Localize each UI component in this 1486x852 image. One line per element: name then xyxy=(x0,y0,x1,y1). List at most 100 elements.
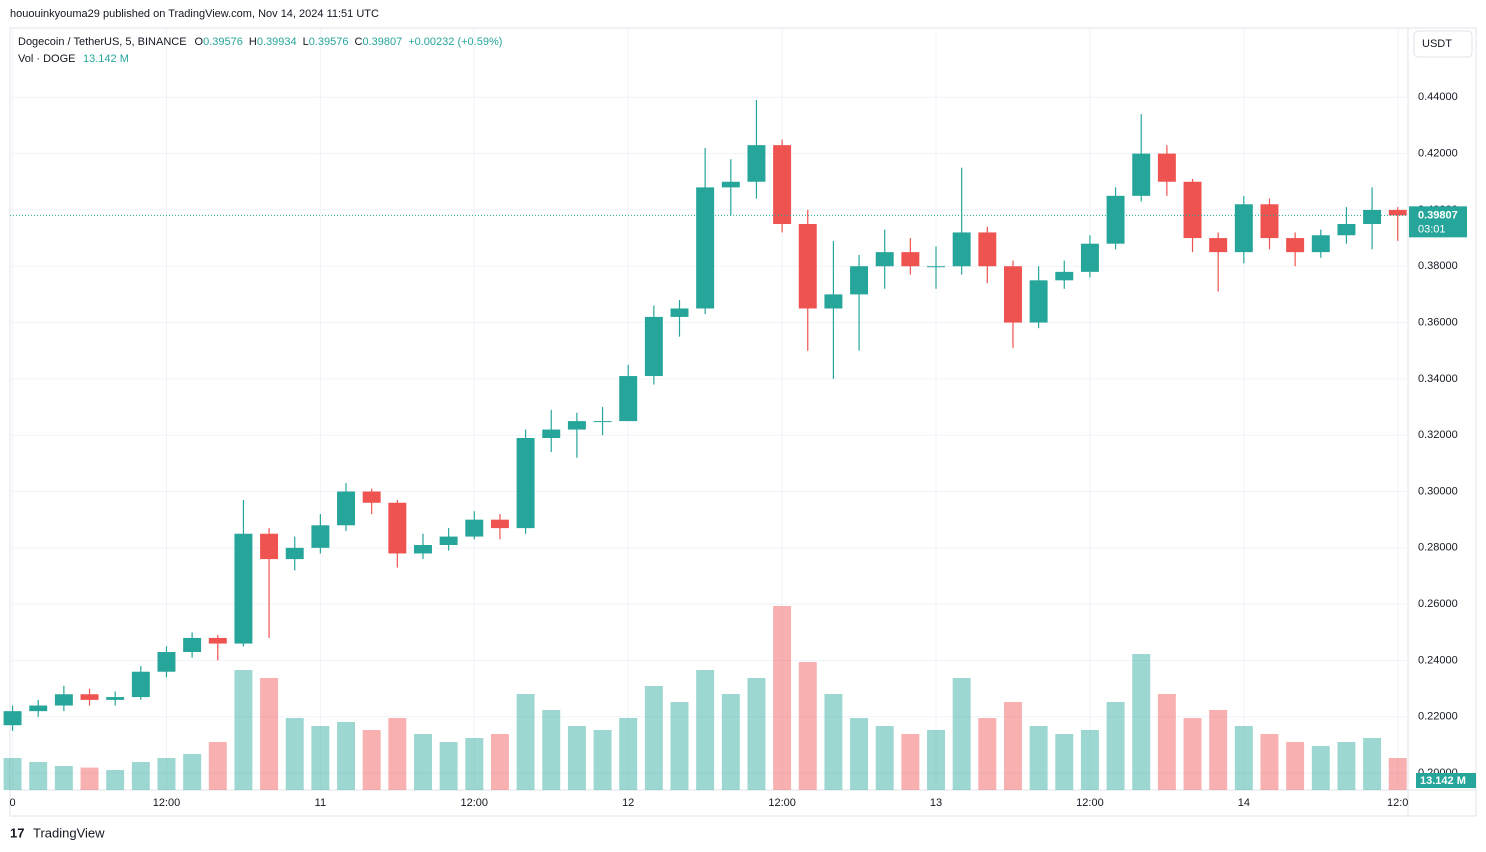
x-tick-label: 12:00 xyxy=(153,797,181,809)
volume-bar xyxy=(824,694,843,790)
volume-bar xyxy=(696,670,715,790)
x-tick-label: 12:00 xyxy=(1076,797,1104,809)
volume-bar xyxy=(1311,746,1330,790)
candle-body xyxy=(337,491,356,526)
chart-frame xyxy=(9,27,1477,817)
y-tick-label: 0.36000 xyxy=(1418,316,1458,328)
candle-body xyxy=(798,223,817,309)
candle-body xyxy=(1106,195,1125,244)
volume-bar xyxy=(593,730,612,790)
volume-bar xyxy=(773,606,792,790)
candle-body xyxy=(644,316,663,377)
candle-body xyxy=(619,376,638,422)
y-tick-label: 0.44000 xyxy=(1418,91,1458,103)
candle-body xyxy=(978,232,997,267)
volume-bar xyxy=(337,722,356,790)
currency-button[interactable] xyxy=(1413,30,1473,58)
candle-body xyxy=(952,232,971,267)
volume-bar xyxy=(1363,738,1382,790)
ohlc-value: 0.39576 xyxy=(309,36,349,48)
volume-bar xyxy=(798,662,817,790)
volume-bar xyxy=(1260,734,1279,790)
candle-body xyxy=(80,694,99,700)
volume-bar xyxy=(644,686,663,790)
volume-bar xyxy=(1337,742,1356,790)
volume-bar xyxy=(3,758,22,790)
volume-value: 13.142 M xyxy=(83,53,129,65)
candle-body xyxy=(824,294,843,309)
x-tick-label: 14 xyxy=(1238,797,1250,809)
candle-body xyxy=(670,308,689,317)
candle-body xyxy=(721,181,740,188)
volume-bar xyxy=(952,678,971,790)
volume-bar xyxy=(54,766,73,790)
y-tick-label: 0.34000 xyxy=(1418,373,1458,385)
candle-body xyxy=(362,491,381,503)
candle-body xyxy=(131,671,150,698)
published-note: hououinkyouma29 published on TradingView… xyxy=(10,8,379,20)
volume-bar xyxy=(388,718,407,790)
y-tick-label: 0.38000 xyxy=(1418,260,1458,272)
volume-bar xyxy=(106,770,125,790)
candle-body xyxy=(1209,238,1228,253)
volume-bar xyxy=(875,726,894,790)
y-tick-label: 0.26000 xyxy=(1418,598,1458,610)
volume-bar xyxy=(285,718,304,790)
ohlc-key: O xyxy=(195,36,204,48)
legend-symbol: Dogecoin / TetherUS, 5, BINANCE xyxy=(18,36,187,48)
volume-bar xyxy=(721,694,740,790)
volume-bar xyxy=(1286,742,1305,790)
volume-bar xyxy=(1388,758,1407,790)
volume-bar xyxy=(1132,654,1151,790)
x-tick-label: 12:00 xyxy=(461,797,489,809)
candle-body xyxy=(208,637,227,644)
currency-label[interactable]: USDT xyxy=(1422,38,1452,50)
candle-body xyxy=(1311,235,1330,253)
candle-body xyxy=(1337,223,1356,236)
candle-body xyxy=(106,697,125,700)
candle-body xyxy=(1132,153,1151,196)
logo-mark: 17 xyxy=(10,825,24,840)
volume-bar xyxy=(80,767,99,790)
candle-body xyxy=(1286,238,1305,253)
candle-body xyxy=(1388,209,1407,216)
candle-body xyxy=(850,266,869,295)
volume-bar xyxy=(516,694,535,790)
volume-bar xyxy=(490,734,509,790)
ohlc-value: 0.39807 xyxy=(362,36,402,48)
y-tick-label: 0.32000 xyxy=(1418,429,1458,441)
candle-body xyxy=(465,519,484,537)
candle-body xyxy=(439,536,458,546)
candle-body xyxy=(1183,181,1202,239)
volume-bar xyxy=(311,726,330,790)
candle-body xyxy=(29,705,48,712)
candle-body xyxy=(1029,280,1048,323)
last-price-box xyxy=(1409,206,1467,238)
candle-body xyxy=(901,252,920,267)
volume-name: Vol · DOGE xyxy=(18,53,75,65)
volume-bar xyxy=(1234,726,1253,790)
footer-brand: TradingView xyxy=(33,825,105,840)
volume-bar xyxy=(157,758,176,790)
candle-body xyxy=(696,187,715,309)
volume-bar xyxy=(183,754,202,790)
volume-bar xyxy=(260,678,279,790)
volume-bar xyxy=(414,734,432,790)
price-change: +0.00232 (+0.59%) xyxy=(408,36,502,48)
volume-bar xyxy=(978,718,997,790)
candle-body xyxy=(773,145,792,224)
candle-body xyxy=(3,711,22,726)
candle-body xyxy=(542,429,561,439)
candle-body xyxy=(1234,204,1253,253)
volume-bar xyxy=(927,730,945,790)
candle-body xyxy=(1055,271,1074,281)
x-tick-label: 12:00 xyxy=(768,797,796,809)
volume-bar xyxy=(1080,730,1099,790)
volume-bar xyxy=(901,734,920,790)
ohlc-key: C xyxy=(354,36,362,48)
ohlc-value: 0.39576 xyxy=(203,36,243,48)
y-tick-label: 0.42000 xyxy=(1418,147,1458,159)
candle-body xyxy=(1080,243,1099,272)
candle-body xyxy=(490,519,509,529)
